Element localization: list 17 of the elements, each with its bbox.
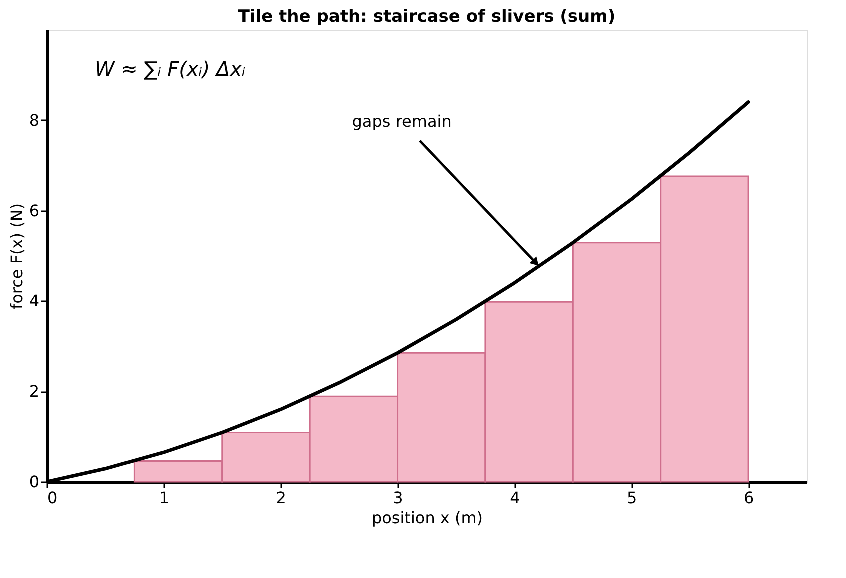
x-tick-label: 1 — [159, 488, 170, 508]
y-tick-label: 0 — [29, 472, 40, 492]
y-tick-label: 8 — [29, 110, 40, 130]
y-tick-label: 4 — [29, 292, 40, 311]
x-tick-label: 4 — [510, 488, 520, 508]
y-tick-label: 6 — [29, 201, 40, 220]
x-tick-label: 5 — [627, 488, 638, 508]
x-tick-label: 3 — [393, 488, 404, 508]
x-tick-label: 0 — [48, 488, 58, 508]
annotation: gaps remain — [352, 112, 452, 132]
y-tick-label: 2 — [29, 382, 40, 402]
y-axis-title: force F(x) (N) — [7, 203, 26, 310]
x-tick-label: 6 — [744, 488, 754, 508]
chart-title: Tile the path: staircase of slivers (sum) — [238, 7, 616, 27]
x-tick-label: 2 — [276, 488, 286, 508]
annotation: W ≈ ∑ᵢ F(xᵢ) Δxᵢ — [95, 57, 246, 81]
x-axis-title: position x (m) — [372, 508, 484, 528]
